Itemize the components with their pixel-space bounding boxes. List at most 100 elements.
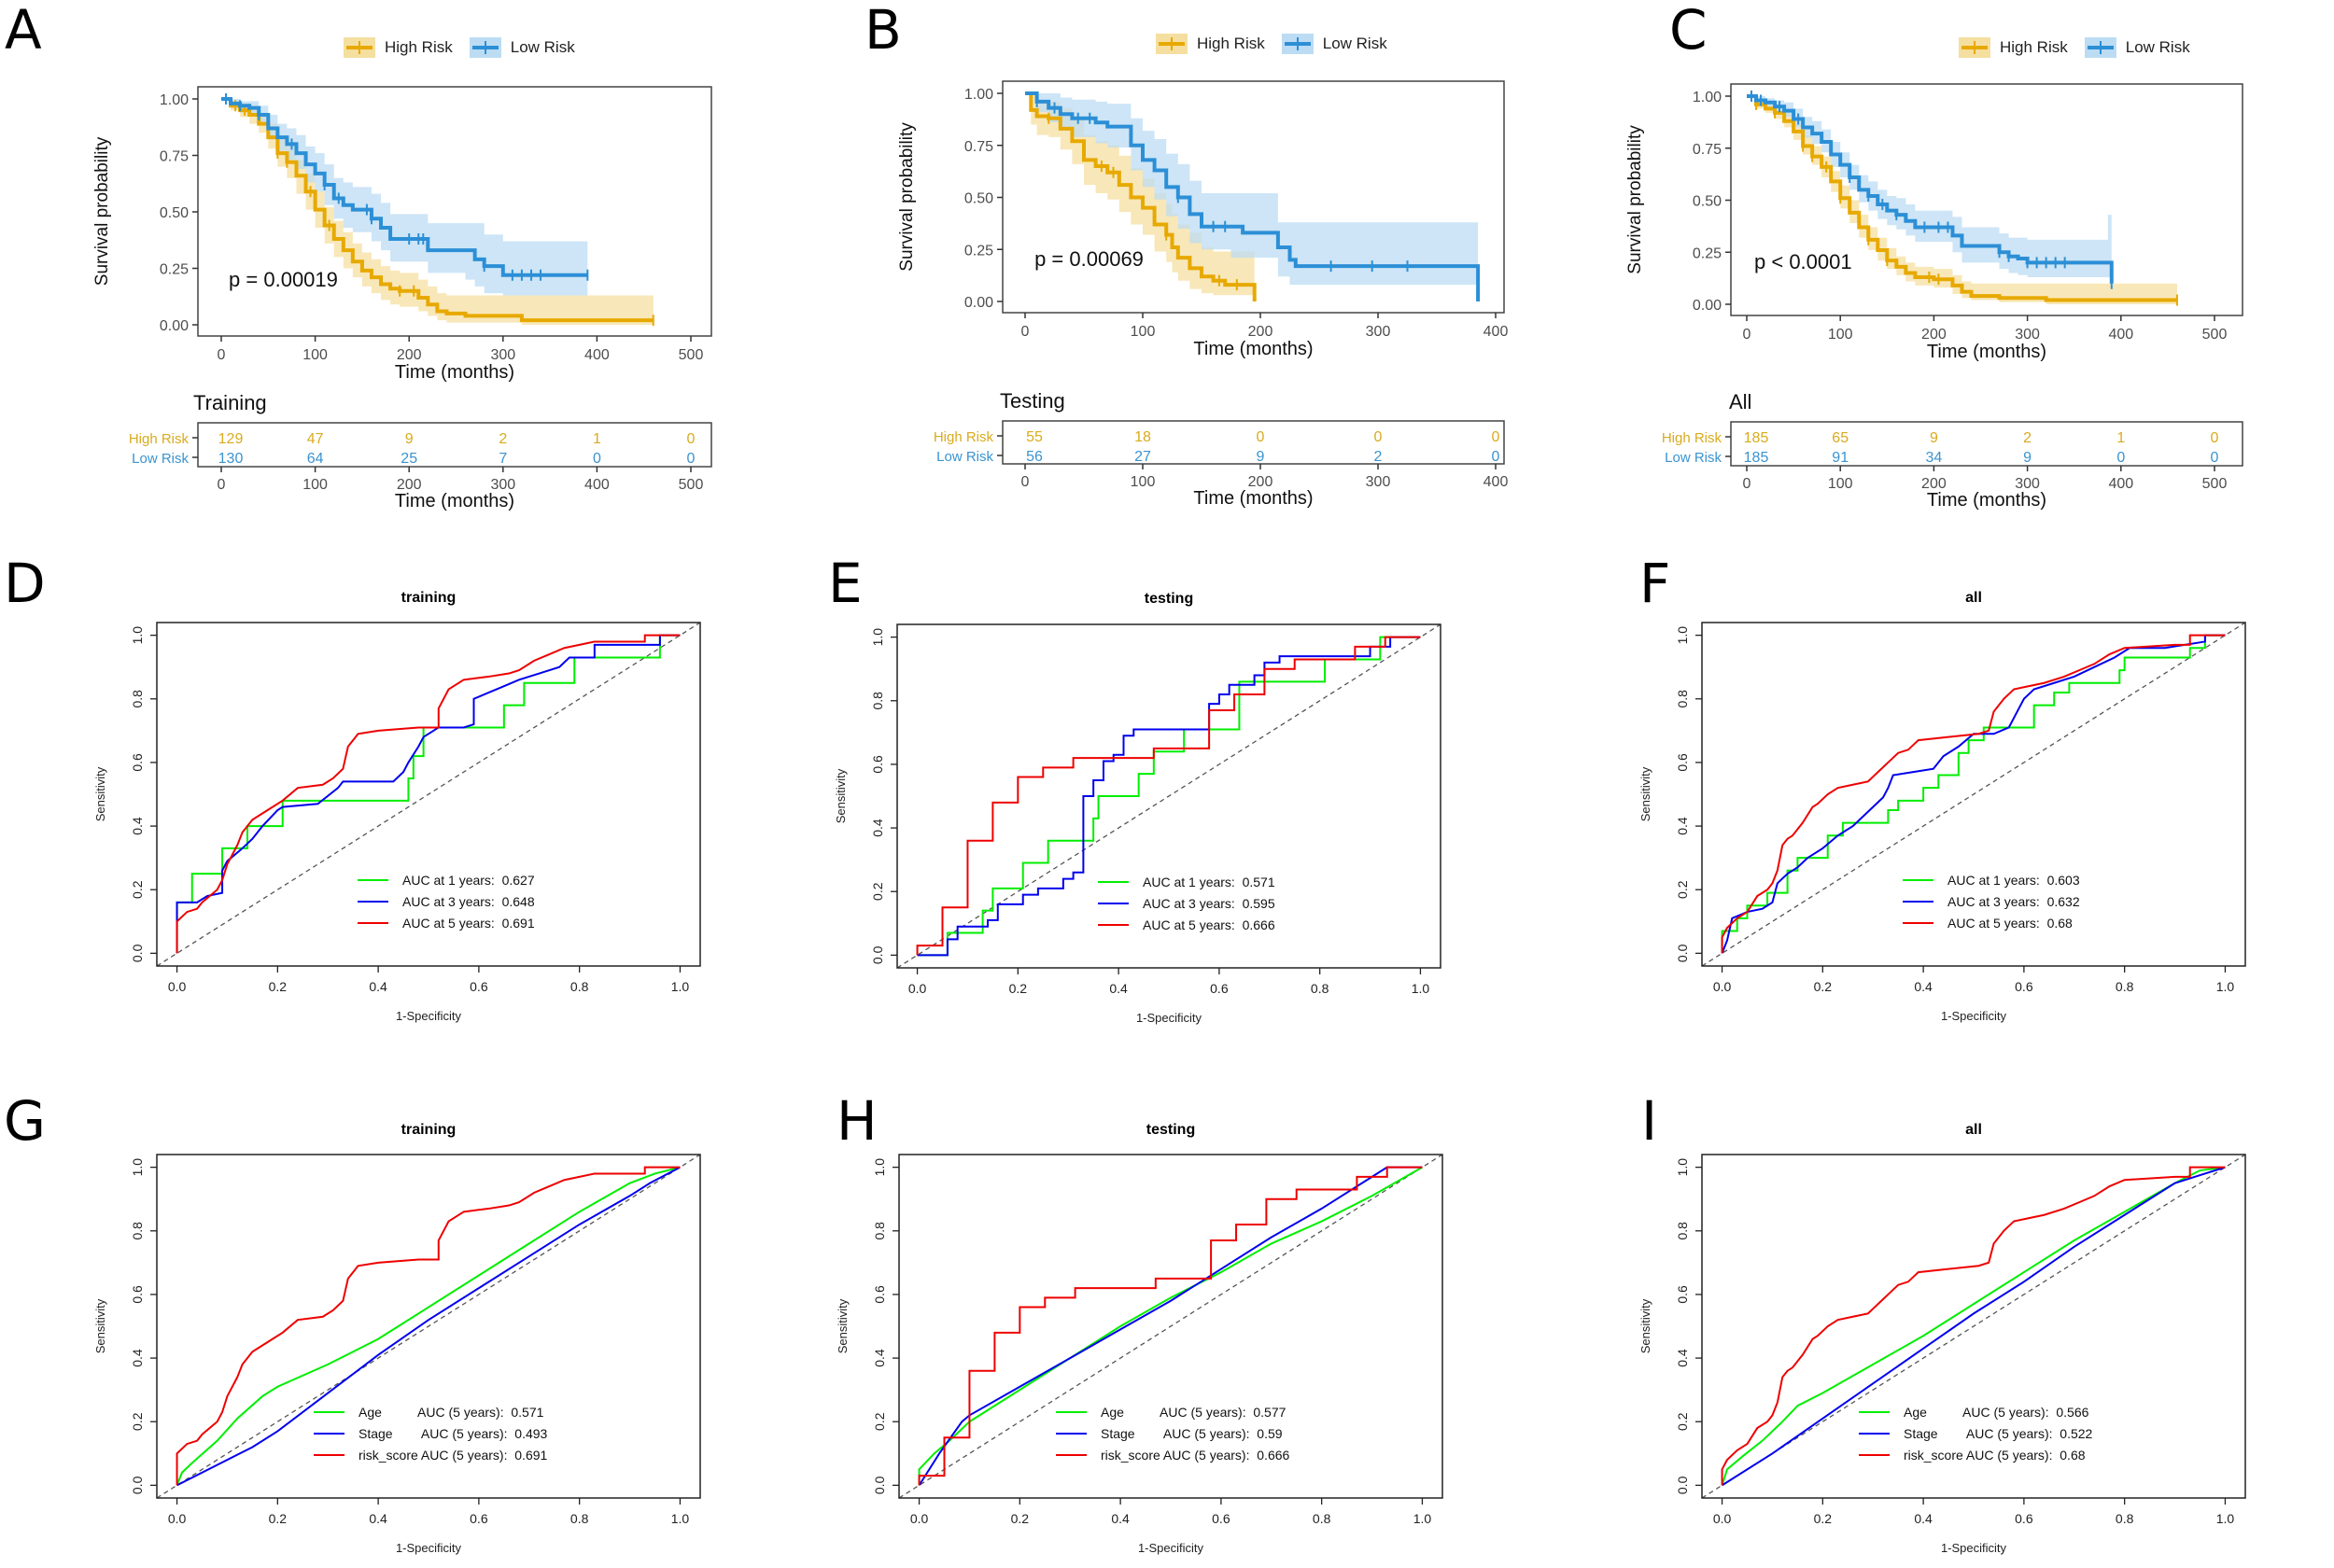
plot-frame [156,622,701,967]
risk-table-cell: 129 [218,431,244,447]
high-risk-legend-label: High Risk [385,38,453,56]
legend-label: AUC at 5 years: 0.68 [1947,916,2073,931]
roc-curve-2 [176,634,681,954]
risk-table-cell: 130 [218,451,244,467]
risk-table-x-axis-label: Time (months) [1927,490,2046,511]
y-tick-label: 0.75 [160,149,189,165]
low-risk-legend-key [1281,34,1314,54]
roc-panel-d: D training 0.0 0.0 0.2 0.2 0.4 0.4 0.6 0.6 0.8 0.8… [0,541,766,1045]
risk-table-row-label: High Risk [129,431,190,447]
x-tick-label: 0.4 [1109,981,1128,996]
panel-letter: B [865,0,902,62]
y-tick-label: 0.4 [130,817,145,835]
km-chart: 0.000.250.500.751.000 100 200 300 400 500Time… [92,86,712,511]
x-tick-label: 0 [218,347,226,363]
legend-label: AUC at 1 years: 0.627 [402,873,535,888]
y-tick-label: 0.50 [160,205,189,221]
y-tick-label: 0.2 [130,880,145,899]
x-tick-label: 1.0 [2216,979,2235,994]
risk-table-row-label: Low Risk [132,451,189,467]
x-tick-label: 0.2 [1814,979,1833,994]
risk-table-x-label: 400 [1483,474,1509,490]
x-tick-label: 0 [1743,327,1751,343]
panel-letter: E [828,552,863,615]
low-risk-legend-label: Low Risk [1322,35,1387,52]
risk-table-x-label: 500 [2202,476,2228,492]
x-tick-label: 1.0 [671,1511,690,1526]
risk-table-x-label: 400 [2108,476,2133,492]
low-risk-survival-curve [1747,94,2114,284]
risk-table-title: Testing [1000,389,1065,413]
high-risk-legend-key [1156,34,1188,54]
y-tick-label: 0.8 [1675,690,1690,708]
y-tick-label: 0.6 [130,753,145,772]
risk-table-x-label: 300 [1366,474,1391,490]
km-chart: 0.000.250.500.751.000 100 200 300 400 500Time… [1625,83,2243,511]
roc-chart: training 0.0 0.0 0.2 0.2 0.4 0.4 0.6 0.6 0.8 0.8 1.… [93,590,701,1023]
low-risk-ci-band [221,99,588,296]
risk-table-cell: 0 [1492,429,1500,445]
y-axis-label: Survival probability [897,122,917,272]
roc-curve-2 [918,1166,1423,1486]
risk-table-cell: 0 [687,451,696,467]
risk-table-cell: 27 [1134,449,1151,465]
risk-table-cell: 185 [1744,430,1769,446]
y-tick-label: 0.00 [1693,298,1722,314]
y-tick-label: 0.4 [870,819,885,837]
risk-table-x-label: 200 [1248,474,1273,490]
x-tick-label: 0.0 [168,1511,187,1526]
low-risk-legend-label: Low Risk [2125,38,2190,56]
x-tick-label: 0.4 [1914,979,1933,994]
x-tick-label: 0.6 [1212,1511,1230,1526]
y-tick-label: 0.8 [872,1222,887,1240]
legend-label: risk_score AUC (5 years): 0.691 [359,1448,548,1463]
risk-table-cell: 56 [1026,449,1043,465]
y-axis-label: Survival probability [1625,125,1645,274]
roc-chart: testing 0.0 0.0 0.2 0.2 0.4 0.4 0.6 0.6 0.8 0.8 1.0… [834,591,1441,1025]
risk-table-x-axis-label: Time (months) [395,491,514,511]
risk-table-cell: 1 [2116,430,2125,446]
y-axis-label: Sensitivity [1638,766,1652,821]
panel-letter: G [4,1089,46,1153]
y-tick-label: 0.0 [130,944,145,962]
x-tick-label: 0.8 [570,1511,589,1526]
plot-frame [1701,1154,2246,1499]
x-tick-label: 1.0 [1412,981,1430,996]
risk-table-frame [1730,421,2243,467]
risk-table-cell: 18 [1134,429,1151,445]
x-tick-label: 1.0 [1413,1511,1432,1526]
y-tick-label: 0.75 [1693,142,1722,158]
plot-frame [1701,622,2246,967]
y-tick-label: 0.0 [872,1476,887,1494]
y-tick-label: 0.0 [1675,944,1690,962]
legend-label: Stage AUC (5 years): 0.522 [1904,1426,2093,1441]
y-tick-label: 1.00 [964,87,993,103]
risk-table-cell: 0 [2211,450,2219,466]
risk-table-cell: 0 [1492,449,1500,465]
roc-title: testing [1146,1122,1195,1138]
risk-table-cell: 47 [307,431,324,447]
y-tick-label: 0.4 [1675,817,1690,835]
x-tick-label: 400 [1483,324,1509,340]
x-tick-label: 200 [1248,324,1273,340]
risk-table-frame [197,422,712,468]
x-axis-label: Time (months) [1927,342,2046,362]
y-tick-label: 0.6 [1675,1285,1690,1304]
roc-curve-0 [917,636,1421,957]
legend-label: AUC at 1 years: 0.603 [1947,873,2080,888]
risk-table-cell: 0 [687,431,696,447]
y-tick-label: 0.75 [964,139,993,155]
reference-diagonal [156,622,701,967]
p-value-label: p = 0.00069 [1034,247,1144,271]
y-tick-label: 0.6 [872,1285,887,1304]
x-tick-label: 0.2 [1011,1511,1030,1526]
x-tick-label: 0.2 [269,1511,288,1526]
y-tick-label: 0.2 [1675,880,1690,899]
x-tick-label: 0.8 [1311,981,1329,996]
panel-letter: A [5,0,42,62]
x-tick-label: 0.6 [2015,1511,2033,1526]
x-axis-label: Time (months) [395,362,514,383]
legend-label: Stage AUC (5 years): 0.59 [1101,1426,1283,1441]
x-axis-label: Time (months) [1193,339,1313,359]
y-tick-label: 1.00 [1693,90,1722,105]
